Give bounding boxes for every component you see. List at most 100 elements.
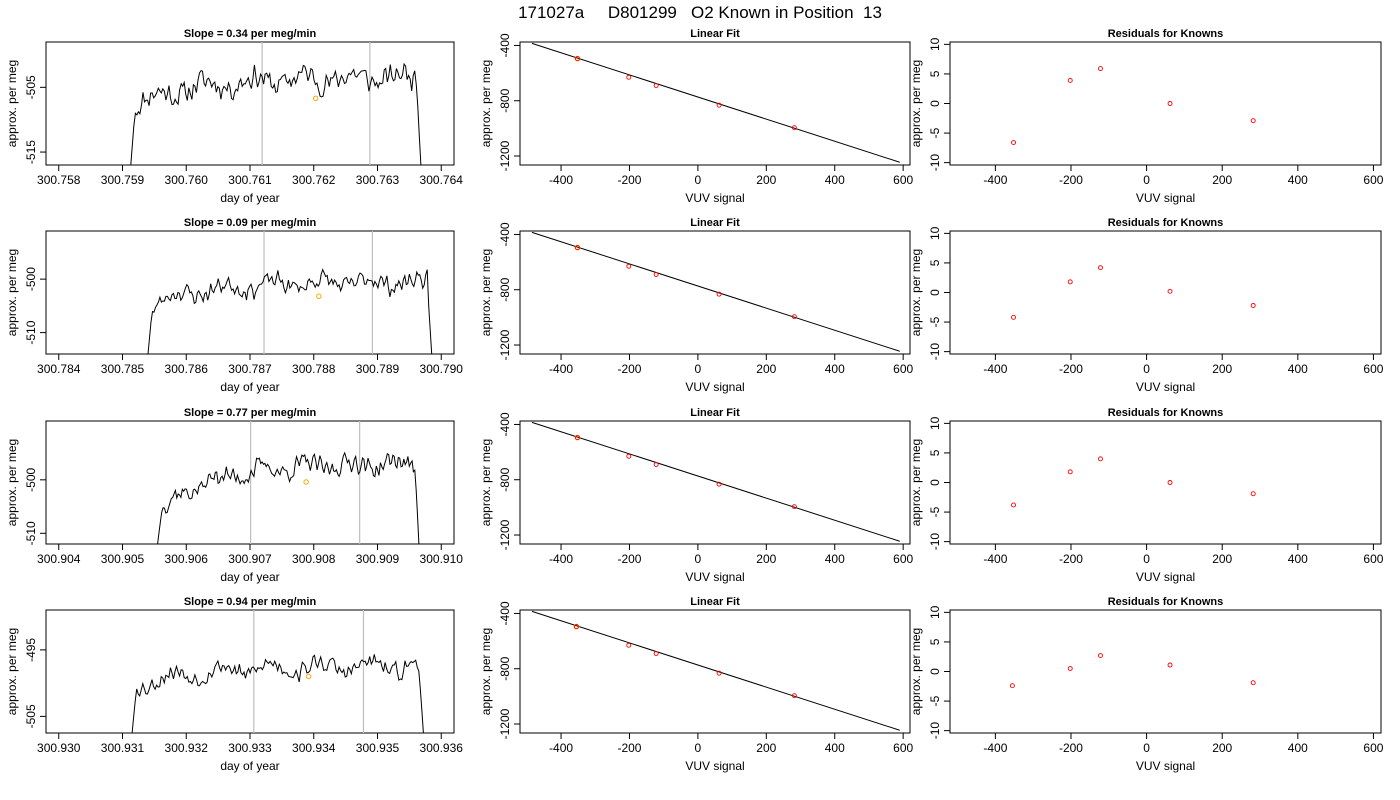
- fit-point: [716, 102, 722, 108]
- fit-point: [626, 74, 632, 80]
- residual-point: [1011, 140, 1016, 145]
- plot-area: [531, 610, 900, 731]
- residual-point: [1250, 491, 1256, 497]
- signal-trace-line: [147, 268, 433, 354]
- y-tick-label: 5: [928, 638, 942, 645]
- fit-point: [626, 453, 632, 459]
- y-tick-label: 5: [928, 259, 942, 266]
- y-tick-label: -400: [498, 222, 512, 246]
- plot-area: [131, 610, 424, 733]
- x-tick-label: 400: [825, 362, 845, 376]
- fit-line: [531, 421, 900, 542]
- residual-point: [1098, 265, 1103, 271]
- x-tick-label: -200: [1059, 173, 1083, 187]
- plot-frame: [45, 230, 455, 355]
- x-tick-label: 300.905: [101, 552, 145, 566]
- plot-area: [1009, 653, 1256, 689]
- residual-point: [1167, 480, 1173, 485]
- x-axis-label: day of year: [220, 191, 279, 205]
- plot-area: [531, 421, 900, 542]
- panel-3-1: Linear Fit -400 -200 0 200 400 600 VUV signal -4…: [479, 596, 913, 773]
- residual-point: [1011, 502, 1016, 508]
- x-tick-label: -200: [617, 362, 641, 376]
- y-tick-label: -505: [24, 75, 38, 99]
- residual-point: [1250, 680, 1256, 686]
- residual-point: [1067, 77, 1073, 83]
- x-tick-label: 600: [1363, 552, 1383, 566]
- x-tick-label: 400: [1288, 362, 1308, 376]
- fit-point: [653, 83, 659, 88]
- x-tick-label: 300.934: [292, 741, 336, 755]
- fit-point: [573, 624, 579, 630]
- mean-marker-point: [305, 673, 312, 680]
- y-tick-label: -5: [928, 316, 942, 327]
- x-tick-label: -200: [617, 173, 641, 187]
- y-tick-label: -10: [928, 154, 942, 172]
- panel-0-1: Linear Fit -400 -200 0 200 400 600 VUV signal -4…: [479, 28, 913, 205]
- x-tick-label: 300.904: [37, 552, 81, 566]
- x-axis-label: VUV signal: [1136, 759, 1195, 773]
- x-tick-label: 300.790: [420, 362, 464, 376]
- y-tick-label: -510: [24, 521, 38, 545]
- y-axis-label: approx. per meg: [479, 249, 493, 336]
- x-tick-label: 0: [695, 362, 702, 376]
- plot-frame: [45, 420, 455, 545]
- y-tick-label: -495: [24, 638, 38, 662]
- x-axis-label: VUV signal: [685, 380, 744, 394]
- x-tick-label: 300.760: [165, 173, 209, 187]
- y-axis-label: approx. per meg: [479, 60, 493, 147]
- panel-0-0: Slope = 0.34 per meg/min 300.758 300.759 30…: [5, 28, 463, 205]
- y-axis-label: approx. per meg: [909, 60, 923, 147]
- y-axis-label: approx. per meg: [909, 439, 923, 526]
- y-axis-label: approx. per meg: [5, 249, 19, 336]
- plot-frame: [949, 41, 1382, 166]
- x-tick-label: -400: [983, 362, 1007, 376]
- panel-1-0: Slope = 0.09 per meg/min 300.784 300.785 30…: [5, 217, 463, 394]
- panel-2-0: Slope = 0.77 per meg/min 300.904 300.905 30…: [5, 407, 463, 584]
- plot-area: [531, 42, 900, 163]
- plot-area: [147, 231, 433, 354]
- x-tick-label: 300.930: [37, 741, 81, 755]
- y-tick-label: -1200: [498, 140, 512, 171]
- y-tick-label: -800: [498, 88, 512, 112]
- residual-point: [1067, 666, 1073, 671]
- plot-frame: [519, 41, 911, 166]
- plot-frame: [519, 609, 911, 734]
- x-tick-label: 300.931: [101, 741, 145, 755]
- fit-point: [791, 693, 797, 699]
- x-tick-label: 300.935: [356, 741, 400, 755]
- x-axis-label: VUV signal: [685, 759, 744, 773]
- panel-1-2: Residuals for Knowns -400 -200 0 200 400 600 VU…: [909, 217, 1384, 394]
- x-tick-label: 300.784: [37, 362, 81, 376]
- x-tick-label: 200: [1212, 741, 1232, 755]
- panel-title: Slope = 0.94 per meg/min: [184, 596, 317, 608]
- signal-trace-line: [157, 451, 420, 544]
- panel-title: Residuals for Knowns: [1108, 596, 1224, 608]
- x-axis-label: VUV signal: [1136, 191, 1195, 205]
- x-tick-label: 600: [893, 173, 913, 187]
- y-tick-label: 10: [928, 37, 942, 51]
- x-tick-label: -400: [983, 552, 1007, 566]
- y-tick-label: -400: [498, 33, 512, 57]
- x-tick-label: 0: [1143, 552, 1150, 566]
- fit-point: [653, 272, 659, 277]
- x-tick-label: 300.910: [420, 552, 464, 566]
- mean-marker-point: [316, 293, 322, 299]
- y-tick-label: -800: [498, 656, 512, 680]
- x-tick-label: 300.758: [37, 173, 81, 187]
- residual-point: [1167, 101, 1173, 106]
- signal-trace-line: [131, 654, 424, 733]
- x-tick-label: 300.785: [101, 362, 145, 376]
- x-tick-label: 300.909: [356, 552, 400, 566]
- x-tick-label: 300.789: [356, 362, 400, 376]
- x-axis-label: day of year: [220, 759, 279, 773]
- y-tick-label: 10: [928, 416, 942, 430]
- y-tick-label: -400: [498, 601, 512, 625]
- residual-point: [1011, 314, 1016, 320]
- x-tick-label: 200: [1212, 173, 1232, 187]
- residual-point: [1067, 469, 1073, 475]
- y-axis-label: approx. per meg: [5, 439, 19, 526]
- x-tick-label: -400: [983, 741, 1007, 755]
- y-tick-label: -1200: [498, 519, 512, 550]
- y-tick-label: -10: [928, 533, 942, 551]
